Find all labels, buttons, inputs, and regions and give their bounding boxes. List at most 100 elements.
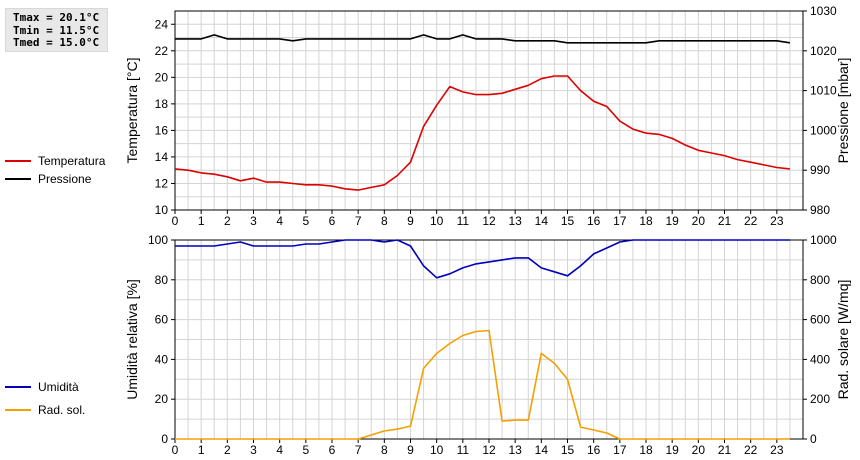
right-tick-label: 400 xyxy=(810,352,830,366)
right-tick-label: 990 xyxy=(810,163,830,177)
x-tick-label: 8 xyxy=(381,443,388,457)
right-tick-label: 800 xyxy=(810,273,830,287)
left-tick-label: 10 xyxy=(155,203,169,217)
x-tick-label: 22 xyxy=(744,214,758,228)
legend-item-temperatura: Temperatura xyxy=(5,153,105,169)
legend-item-pressione: Pressione xyxy=(5,171,91,187)
legend-swatch-umidita xyxy=(5,386,31,388)
x-tick-label: 13 xyxy=(508,443,522,457)
legend-label-radsol: Rad. sol. xyxy=(38,403,86,417)
x-tick-label: 10 xyxy=(430,214,444,228)
x-tick-label: 21 xyxy=(718,214,732,228)
left-tick-label: 100 xyxy=(148,233,168,247)
left-tick-label: 20 xyxy=(155,392,169,406)
x-tick-label: 17 xyxy=(613,443,627,457)
left-tick-label: 22 xyxy=(155,44,169,58)
stats-box: Tmax = 20.1°C Tmin = 11.5°C Tmed = 15.0°… xyxy=(5,8,108,52)
series-line-umidita xyxy=(175,239,790,279)
x-tick-label: 3 xyxy=(250,214,257,228)
right-tick-label: 0 xyxy=(810,432,817,446)
x-tick-label: 14 xyxy=(535,214,549,228)
left-axis-label: Umidità relativa [%] xyxy=(124,279,140,400)
x-tick-label: 0 xyxy=(172,214,179,228)
x-tick-label: 12 xyxy=(482,214,496,228)
x-tick-label: 5 xyxy=(302,214,309,228)
legend-label-temperatura: Temperatura xyxy=(38,154,106,168)
right-tick-label: 600 xyxy=(810,313,830,327)
x-tick-label: 15 xyxy=(561,443,575,457)
legend-item-umidita: Umidità xyxy=(5,379,79,395)
right-tick-label: 1020 xyxy=(810,44,837,58)
left-tick-label: 24 xyxy=(155,17,169,31)
x-tick-label: 4 xyxy=(276,443,283,457)
right-axis-label: Rad. solare [W/mq] xyxy=(835,280,851,400)
series-line-temperatura xyxy=(174,75,790,191)
x-tick-label: 20 xyxy=(692,214,706,228)
right-tick-label: 1000 xyxy=(810,233,837,247)
x-tick-label: 6 xyxy=(329,443,336,457)
chart-panel-top: 0 1 2 3 4 5 6 7 8 9 10 11 12 13 14 15 16 17 18 19 20 21 22 2310… xyxy=(124,4,851,228)
x-tick-label: 16 xyxy=(587,443,601,457)
x-tick-label: 2 xyxy=(224,443,231,457)
right-axis-label: Pressione [mbar] xyxy=(835,58,851,164)
x-tick-label: 4 xyxy=(276,214,283,228)
x-tick-label: 8 xyxy=(381,214,388,228)
legend-swatch-radsol xyxy=(5,409,31,411)
x-tick-label: 23 xyxy=(770,214,784,228)
left-tick-label: 80 xyxy=(155,273,169,287)
x-tick-label: 20 xyxy=(692,443,706,457)
x-tick-label: 19 xyxy=(665,214,679,228)
stats-tmin: Tmin = 11.5°C xyxy=(13,23,100,37)
x-tick-label: 12 xyxy=(482,443,496,457)
x-tick-label: 15 xyxy=(561,214,575,228)
left-tick-label: 20 xyxy=(155,70,169,84)
x-tick-label: 11 xyxy=(457,443,470,457)
series-line-pressione xyxy=(175,34,791,44)
legend-label-pressione: Pressione xyxy=(38,172,92,186)
x-tick-label: 17 xyxy=(613,214,627,228)
x-tick-label: 22 xyxy=(744,443,758,457)
x-tick-label: 7 xyxy=(355,443,362,457)
left-axis-label: Temperatura [°C] xyxy=(124,58,140,164)
x-tick-label: 5 xyxy=(302,443,309,457)
legend-label-umidita: Umidità xyxy=(38,380,79,394)
x-tick-label: 9 xyxy=(407,214,414,228)
x-tick-label: 23 xyxy=(770,443,784,457)
chart-panel-bottom: 0 1 2 3 4 5 6 7 8 9 10 11 12 13 14 15 16 17 18 19 20 21 22 2302… xyxy=(124,233,851,457)
right-tick-label: 200 xyxy=(810,392,830,406)
x-tick-label: 1 xyxy=(198,214,205,228)
legend-item-radsol: Rad. sol. xyxy=(5,402,85,418)
left-tick-label: 16 xyxy=(155,123,169,137)
x-tick-label: 16 xyxy=(587,214,601,228)
x-tick-label: 3 xyxy=(250,443,257,457)
left-tick-label: 18 xyxy=(155,97,169,111)
x-tick-label: 18 xyxy=(639,443,653,457)
x-tick-label: 0 xyxy=(172,443,179,457)
right-tick-label: 1000 xyxy=(810,123,837,137)
x-tick-label: 6 xyxy=(329,214,336,228)
x-tick-label: 1 xyxy=(198,443,205,457)
x-tick-label: 11 xyxy=(457,214,470,228)
x-tick-label: 14 xyxy=(535,443,549,457)
x-tick-label: 10 xyxy=(430,443,444,457)
left-tick-label: 60 xyxy=(155,313,169,327)
legend-swatch-temperatura xyxy=(5,160,31,162)
left-tick-label: 0 xyxy=(161,432,168,446)
x-tick-label: 19 xyxy=(665,443,679,457)
right-tick-label: 980 xyxy=(810,203,830,217)
x-tick-label: 13 xyxy=(508,214,522,228)
x-tick-label: 2 xyxy=(224,214,231,228)
stats-tmed: Tmed = 15.0°C xyxy=(13,36,100,49)
series-line-rad-sol xyxy=(175,329,790,440)
right-tick-label: 1010 xyxy=(810,84,837,98)
x-tick-label: 18 xyxy=(639,214,653,228)
x-tick-label: 9 xyxy=(407,443,414,457)
x-tick-label: 21 xyxy=(718,443,732,457)
left-tick-label: 40 xyxy=(155,352,169,366)
left-tick-label: 12 xyxy=(155,176,169,190)
left-tick-label: 14 xyxy=(155,150,169,164)
right-tick-label: 1030 xyxy=(810,4,837,18)
x-tick-label: 7 xyxy=(355,214,362,228)
stats-tmax: Tmax = 20.1°C xyxy=(13,11,100,24)
